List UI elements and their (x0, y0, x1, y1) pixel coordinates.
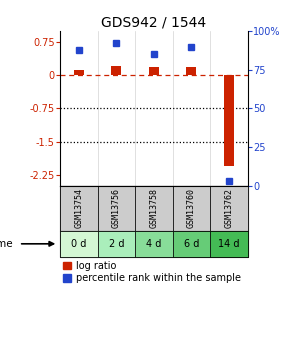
Bar (173, 230, 210, 257)
Text: GSM13754: GSM13754 (74, 188, 83, 228)
Bar (149, 67, 159, 75)
Bar (186, 67, 197, 75)
Text: 0 d: 0 d (71, 239, 86, 249)
Bar (173, 186, 210, 230)
Text: GSM13756: GSM13756 (112, 188, 121, 228)
Bar (135, 230, 173, 257)
Bar (111, 66, 122, 75)
Bar (74, 70, 84, 75)
Bar (60, 186, 248, 230)
Bar (224, 75, 234, 166)
Bar (60, 186, 98, 230)
Bar (210, 186, 248, 230)
Text: GSM13762: GSM13762 (224, 188, 233, 228)
Text: 2 d: 2 d (109, 239, 124, 249)
Bar (60, 230, 248, 257)
Bar (98, 186, 135, 230)
Bar (60, 230, 98, 257)
Text: time: time (0, 239, 13, 249)
Bar (135, 186, 173, 230)
Text: 14 d: 14 d (218, 239, 240, 249)
Text: 6 d: 6 d (184, 239, 199, 249)
Text: 4 d: 4 d (146, 239, 161, 249)
Text: GSM13760: GSM13760 (187, 188, 196, 228)
Bar (98, 230, 135, 257)
Title: GDS942 / 1544: GDS942 / 1544 (101, 16, 206, 30)
Legend: log ratio, percentile rank within the sample: log ratio, percentile rank within the sa… (63, 261, 241, 283)
Bar (210, 230, 248, 257)
Text: GSM13758: GSM13758 (149, 188, 158, 228)
